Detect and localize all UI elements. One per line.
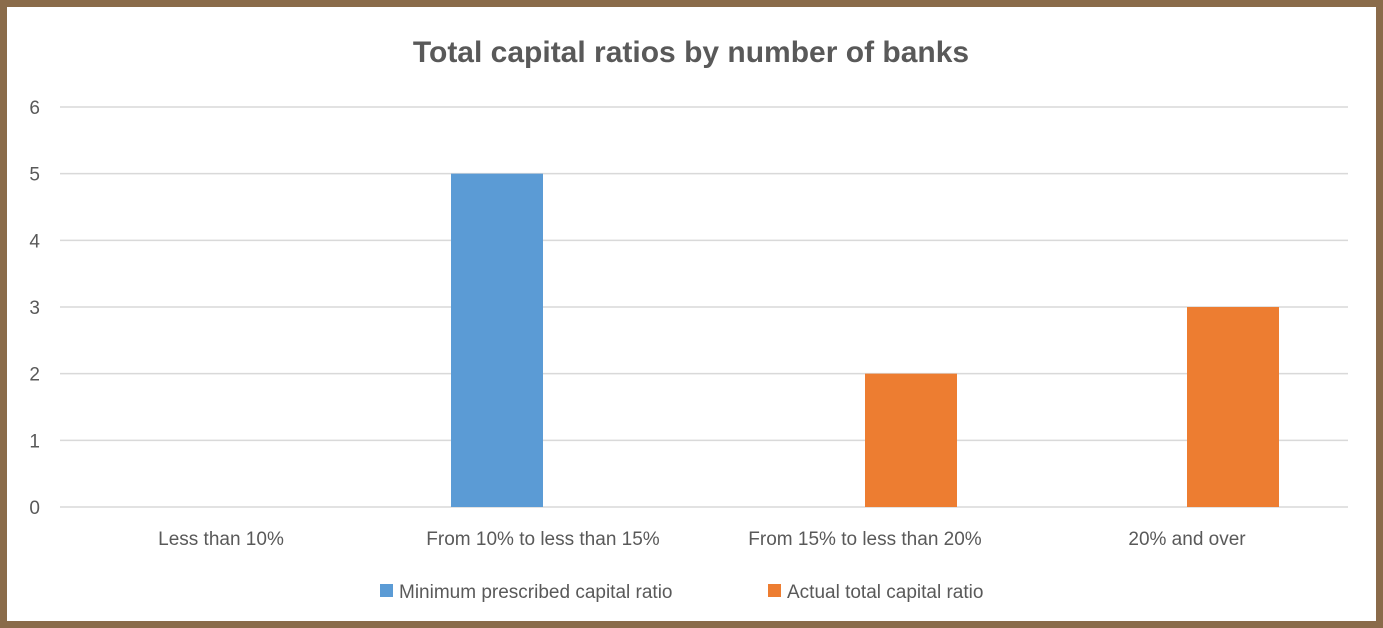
chart-title: Total capital ratios by number of banks	[413, 36, 969, 69]
y-tick-label: 1	[29, 431, 40, 452]
y-tick-label: 6	[29, 98, 40, 119]
x-axis-categories: Less than 10% From 10% to less than 15% Fr…	[158, 529, 1246, 550]
bar-actual-total-3	[1187, 307, 1279, 507]
y-tick-label: 0	[29, 498, 40, 519]
legend-label: Actual total capital ratio	[787, 582, 983, 603]
bar-minimum-prescribed-1	[451, 173, 543, 507]
legend: Minimum prescribed capital ratio Actual t…	[380, 582, 983, 603]
y-tick-label: 5	[29, 165, 40, 186]
x-category-label: From 15% to less than 20%	[748, 529, 981, 550]
x-category-label: 20% and over	[1128, 529, 1246, 550]
legend-label: Minimum prescribed capital ratio	[399, 582, 673, 603]
x-category-label: Less than 10%	[158, 529, 284, 550]
bar-actual-total-2	[865, 373, 957, 507]
y-tick-label: 4	[29, 231, 40, 252]
legend-swatch	[380, 584, 393, 597]
x-category-label: From 10% to less than 15%	[426, 529, 659, 550]
y-tick-label: 2	[29, 365, 40, 386]
y-tick-label: 3	[29, 298, 40, 319]
gridlines	[60, 106, 1348, 508]
y-axis-ticks: 0 1 2 3 4 5 6	[29, 98, 40, 519]
legend-swatch	[768, 584, 781, 597]
bars	[451, 173, 1279, 507]
